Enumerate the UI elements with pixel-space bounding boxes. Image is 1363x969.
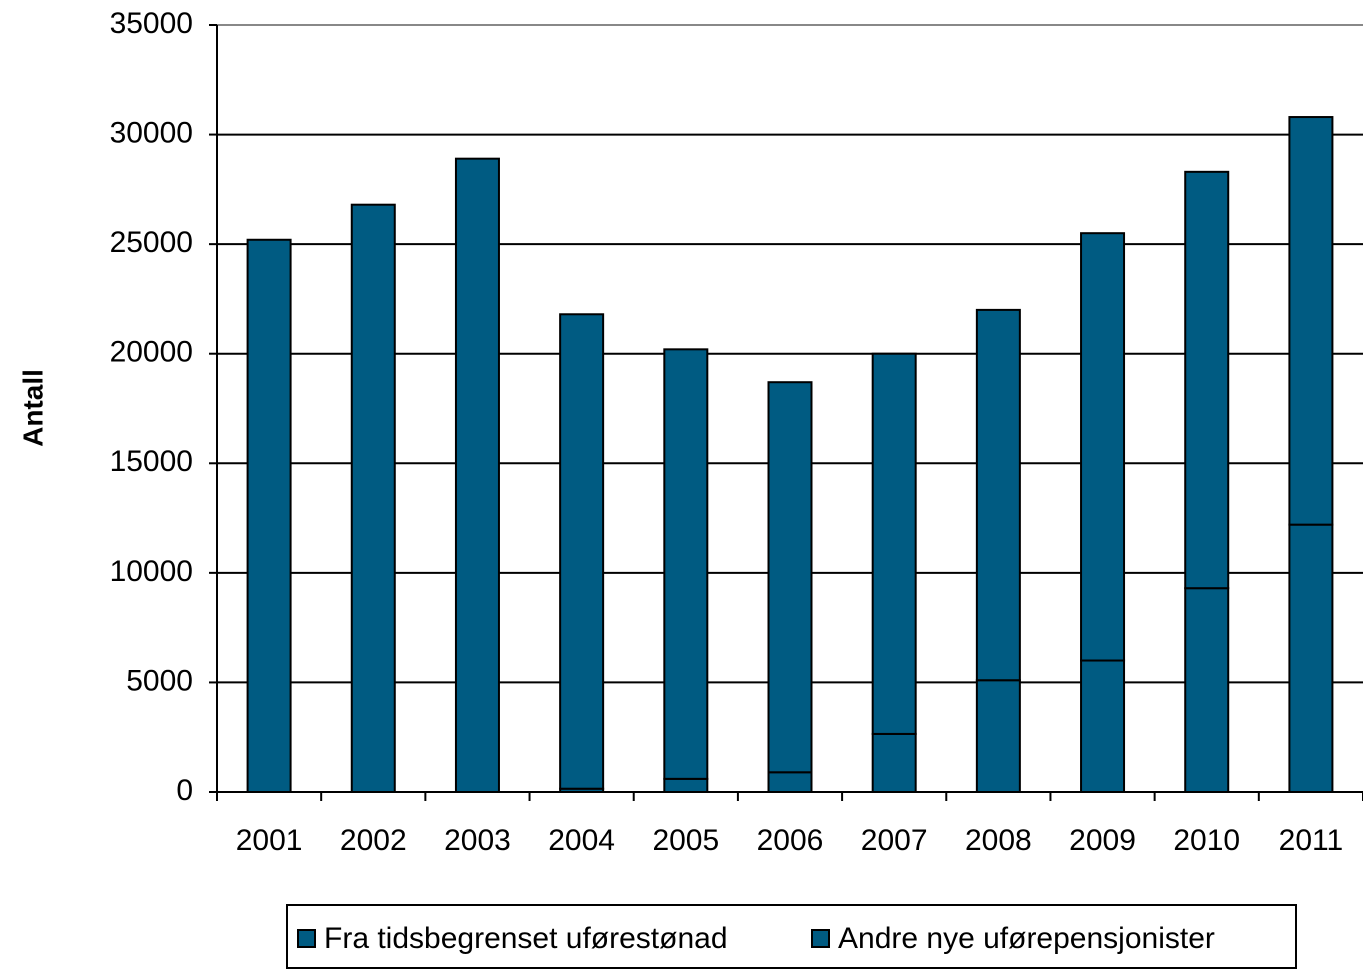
x-tick-label: 2006 xyxy=(757,824,824,857)
legend-label: Andre nye uførepensjonister xyxy=(838,922,1215,955)
y-tick-label: 20000 xyxy=(110,336,193,369)
y-axis-label: Antall xyxy=(17,369,48,447)
x-tick-label: 2011 xyxy=(1279,824,1344,857)
y-tick-label: 15000 xyxy=(110,445,193,478)
bar-segment xyxy=(1288,116,1334,526)
bar-segment xyxy=(975,679,1021,793)
legend-label: Fra tidsbegrenset uførestønad xyxy=(324,922,728,955)
bar-segment xyxy=(767,771,813,794)
y-tick-label: 0 xyxy=(176,774,193,807)
bar-segment xyxy=(663,777,709,794)
bar-segment xyxy=(559,313,605,790)
legend-swatch xyxy=(297,929,316,948)
legend-swatch xyxy=(811,929,830,948)
x-tick-label: 2007 xyxy=(861,824,928,857)
x-tick-label: 2004 xyxy=(548,824,615,857)
bar-segment xyxy=(1080,232,1126,662)
bar-segment xyxy=(246,238,292,793)
bar-segment xyxy=(663,348,709,780)
x-tick-label: 2002 xyxy=(340,824,407,857)
y-tick-label: 10000 xyxy=(110,555,193,588)
bar-segment xyxy=(1288,523,1334,793)
x-tick-label: 2003 xyxy=(444,824,511,857)
bar-segment xyxy=(1184,587,1230,793)
bar-segment xyxy=(454,157,500,794)
y-tick-label: 5000 xyxy=(126,664,193,697)
bar-segment xyxy=(871,352,917,735)
y-tick-label: 25000 xyxy=(110,226,193,259)
x-tick-label: 2009 xyxy=(1069,824,1136,857)
bar-segment xyxy=(350,203,396,793)
x-tick-label: 2010 xyxy=(1173,824,1240,857)
bar-segment xyxy=(1080,659,1126,793)
y-tick-label: 35000 xyxy=(110,7,193,40)
bar-segment xyxy=(871,732,917,793)
x-tick-label: 2005 xyxy=(652,824,719,857)
bar-segment xyxy=(767,381,813,774)
x-tick-label: 2001 xyxy=(236,824,303,857)
legend-box xyxy=(286,904,1297,969)
bar-segment xyxy=(975,308,1021,682)
bar-segment xyxy=(1184,170,1230,590)
x-tick-label: 2008 xyxy=(965,824,1032,857)
y-tick-label: 30000 xyxy=(110,116,193,149)
